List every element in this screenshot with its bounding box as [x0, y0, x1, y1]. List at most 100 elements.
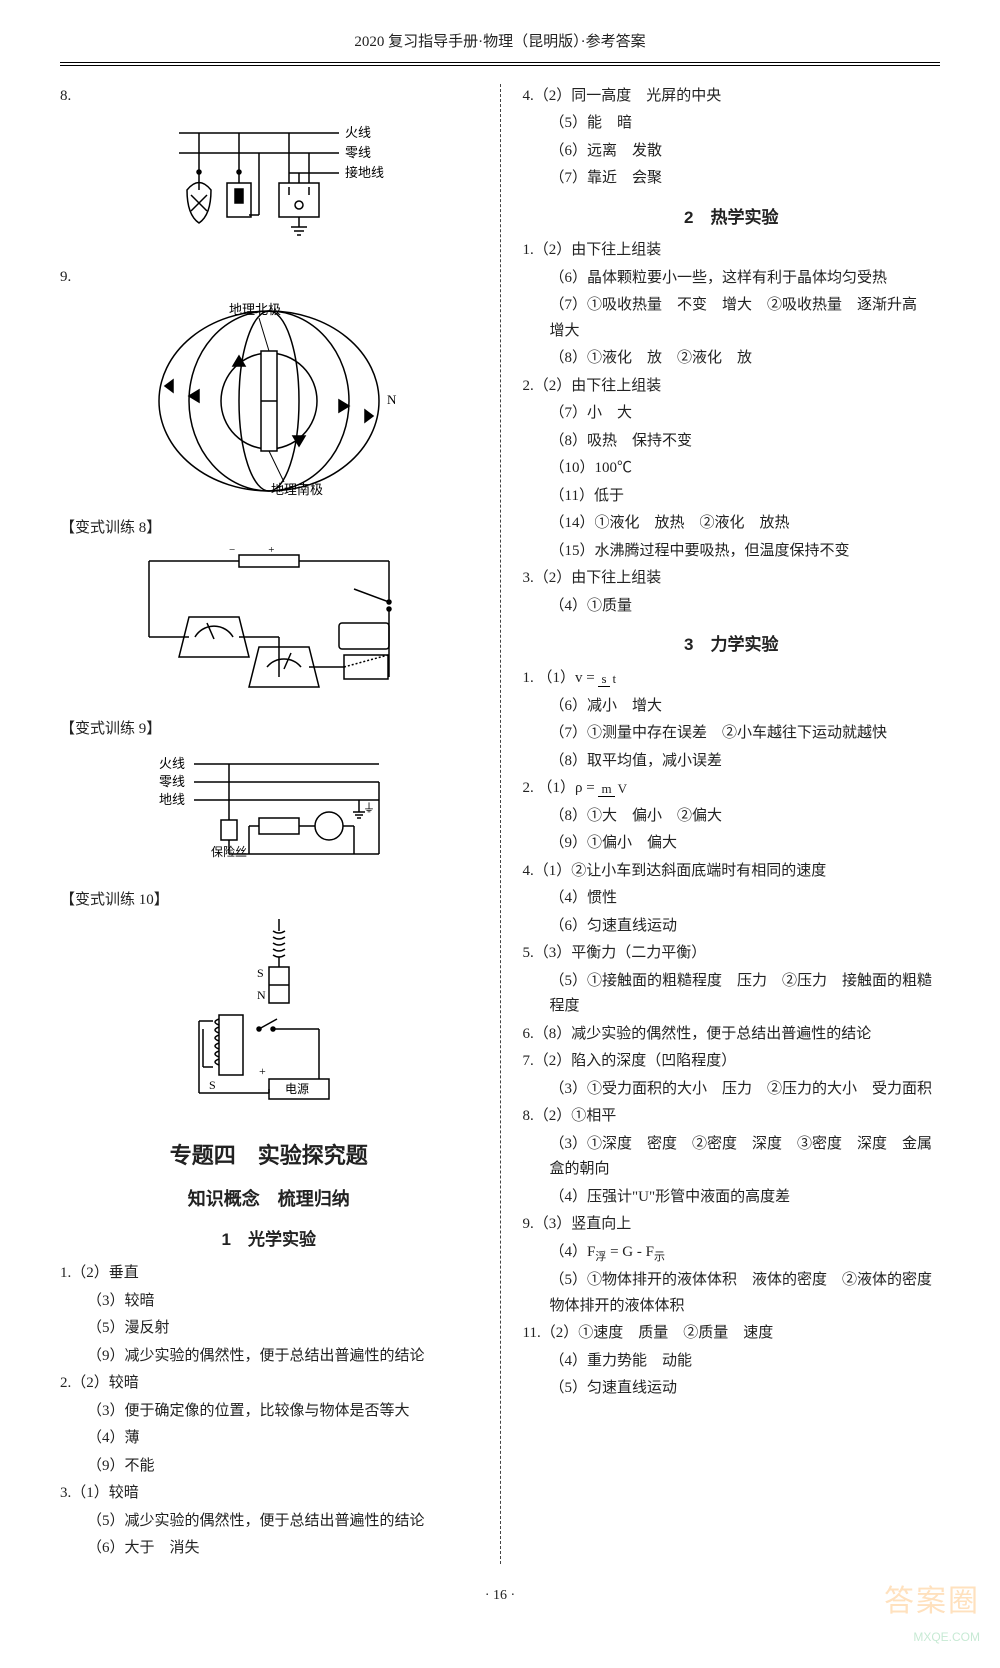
- m8-4: （4）压强计"U"形管中液面的高度差: [523, 1185, 941, 1211]
- opt3-5: （5）减少实验的偶然性，便于总结出普遍性的结论: [60, 1509, 478, 1535]
- m4-4: （4）惯性: [523, 886, 941, 912]
- label-neutral: 零线: [345, 145, 371, 160]
- variant-9-title: 【变式训练 9】: [60, 717, 478, 743]
- m2-9: （9）①偏小 偏大: [523, 831, 941, 857]
- h1-6: （6）晶体颗粒要小一些，这样有利于晶体均匀受热: [523, 266, 941, 292]
- opt2: 2.（2）较暗: [60, 1371, 478, 1397]
- opt4-7: （7）靠近 会聚: [523, 166, 941, 192]
- h2-7: （7）小 大: [523, 401, 941, 427]
- m6-num: 6.: [523, 1026, 534, 1042]
- h3: 3.（2）由下往上组装: [523, 566, 941, 592]
- frac-n: s: [598, 671, 609, 687]
- opt4-2: （2）同一高度 光屏的中央: [534, 88, 722, 104]
- h1-2: （2）由下往上组装: [534, 242, 662, 258]
- opt1-5: （5）漫反射: [60, 1316, 478, 1342]
- opt4: 4.（2）同一高度 光屏的中央: [523, 84, 941, 110]
- meter-circuit-icon: − +: [129, 547, 409, 697]
- m7-num: 7.: [523, 1053, 534, 1069]
- h2-num: 2.: [523, 378, 534, 394]
- h2-11: （11）低于: [523, 484, 941, 510]
- m4-num: 4.: [523, 863, 534, 879]
- frac-d: V: [615, 781, 630, 796]
- opt2-2: （2）较暗: [71, 1375, 139, 1391]
- opt3-num: 3.: [60, 1485, 71, 1501]
- opt2-9: （9）不能: [60, 1454, 478, 1480]
- m4-1: （1）②让小车到达斜面底端时有相同的速度: [534, 863, 827, 879]
- m7-3: （3）①受力面积的大小 压力 ②压力的大小 受力面积: [523, 1077, 941, 1103]
- heat-title: 2 热学实验: [523, 204, 941, 233]
- m11-num: 11.: [523, 1325, 541, 1341]
- m8: 8.（2）①相平: [523, 1104, 941, 1130]
- m9-3: （3）竖直向上: [534, 1216, 632, 1232]
- left-column: 8.: [60, 84, 478, 1564]
- q8-number: 8.: [60, 84, 478, 110]
- m2-num: 2.: [523, 780, 534, 796]
- opt4-5: （5）能 暗: [523, 111, 941, 137]
- m9-4-sub2: 示: [654, 1251, 665, 1263]
- h2-2: （2）由下往上组装: [534, 378, 662, 394]
- content-columns: 8.: [60, 84, 940, 1564]
- h2-14: （14）①液化 放热 ②液化 放热: [523, 511, 941, 537]
- m4: 4.（1）②让小车到达斜面底端时有相同的速度: [523, 859, 941, 885]
- h3-4: （4）①质量: [523, 594, 941, 620]
- label-n: N: [387, 392, 397, 407]
- opt4-6: （6）远离 发散: [523, 139, 941, 165]
- m1-8: （8）取平均值，减小误差: [523, 749, 941, 775]
- opt1: 1.（2）垂直: [60, 1261, 478, 1287]
- label-south: 地理南极: [271, 482, 323, 496]
- variant-10-title: 【变式训练 10】: [60, 888, 478, 914]
- opt3-6: （6）大于 消失: [60, 1536, 478, 1562]
- m4-6: （6）匀速直线运动: [523, 914, 941, 940]
- m1-7: （7）①测量中存在误差 ②小车越往下运动就越快: [523, 721, 941, 747]
- opt3: 3.（1）较暗: [60, 1481, 478, 1507]
- h3-num: 3.: [523, 570, 534, 586]
- page-number: · 16 ·: [60, 1584, 940, 1608]
- h2: 2.（2）由下往上组装: [523, 374, 941, 400]
- m6: 6.（8）减少实验的偶然性，便于总结出普遍性的结论: [523, 1022, 941, 1048]
- m9-4-pre: （4）F: [550, 1244, 596, 1260]
- label-s2: S: [209, 1078, 216, 1092]
- figure-9: 地理北极 N 地理南极: [60, 296, 478, 506]
- m9-4: （4）F浮 = G - F示: [523, 1240, 941, 1267]
- variant-8-title: 【变式训练 8】: [60, 516, 478, 542]
- opt1-2: （2）垂直: [71, 1265, 139, 1281]
- m1: 1. （1）v = st: [523, 666, 941, 692]
- m7-2: （2）陷入的深度（凹陷程度）: [534, 1053, 737, 1069]
- watermark-small: MXQE.COM: [884, 1627, 980, 1647]
- m9-4-mid: = G - F: [606, 1244, 654, 1260]
- m11-5: （5）匀速直线运动: [523, 1376, 941, 1402]
- column-divider: [500, 84, 501, 1564]
- figure-v8: − +: [60, 547, 478, 707]
- h1-8: （8）①液化 放 ②液化 放: [523, 346, 941, 372]
- label-s1: S: [257, 966, 264, 980]
- m1-1a: （1）v =: [538, 670, 599, 686]
- m1-6: （6）减小 增大: [523, 694, 941, 720]
- h2-10: （10）100℃: [523, 456, 941, 482]
- figure-v9: 火线 零线 地线 保险丝 ⏚: [60, 748, 478, 878]
- q9-number: 9.: [60, 265, 478, 291]
- label-n: N: [257, 988, 266, 1002]
- mech-title: 3 力学实验: [523, 631, 941, 660]
- frac-d: t: [610, 671, 620, 686]
- m11: 11.（2）①速度 质量 ②质量 速度: [523, 1321, 941, 1347]
- label-live: 火线: [345, 125, 371, 140]
- h3-2: （2）由下往上组装: [534, 570, 662, 586]
- m5-3: （3）平衡力（二力平衡）: [534, 945, 707, 961]
- h1: 1.（2）由下往上组装: [523, 238, 941, 264]
- m5: 5.（3）平衡力（二力平衡）: [523, 941, 941, 967]
- fraction-icon: st: [598, 672, 619, 686]
- m9: 9.（3）竖直向上: [523, 1212, 941, 1238]
- m9-5: （5）①物体排开的液体体积 液体的密度 ②液体的密度 物体排开的液体体积: [523, 1268, 941, 1319]
- m1-num: 1.: [523, 670, 534, 686]
- svg-text:− +: − +: [229, 547, 274, 556]
- house-fuse-icon: 火线 零线 地线 保险丝 ⏚: [129, 748, 409, 868]
- optics-title: 1 光学实验: [60, 1226, 478, 1255]
- m11-2: （2）①速度 质量 ②质量 速度: [541, 1325, 774, 1341]
- right-column: 4.（2）同一高度 光屏的中央 （5）能 暗 （6）远离 发散 （7）靠近 会聚…: [523, 84, 941, 1564]
- m2-1a: （1）ρ =: [538, 780, 599, 796]
- svg-text:⏚: ⏚: [363, 801, 375, 815]
- m8-num: 8.: [523, 1108, 534, 1124]
- m11-4: （4）重力势能 动能: [523, 1349, 941, 1375]
- h2-15: （15）水沸腾过程中要吸热，但温度保持不变: [523, 539, 941, 565]
- h1-7: （7）①吸收热量 不变 增大 ②吸收热量 逐渐升高 增大: [523, 293, 941, 344]
